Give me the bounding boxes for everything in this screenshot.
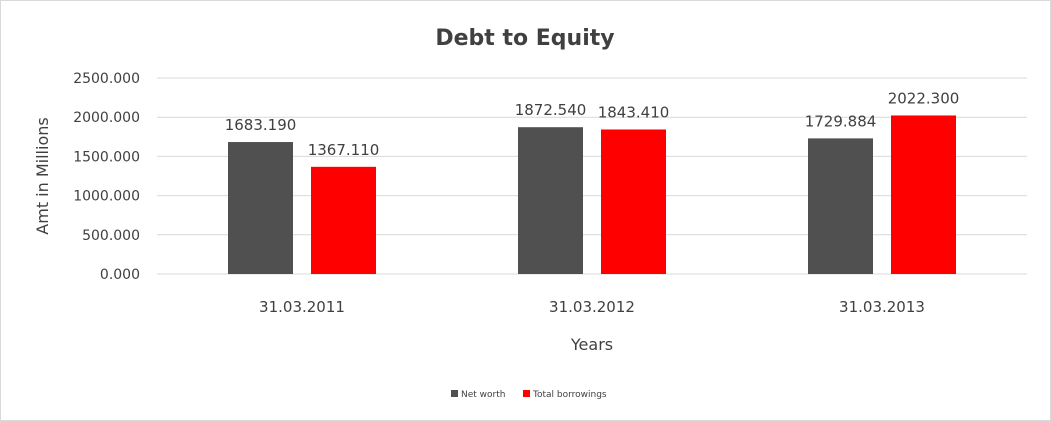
y-tick-label: 500.000 [82,228,140,244]
data-label: 1872.540 [515,101,587,119]
bar-total-borrowings [311,166,376,274]
bar-net-worth [228,142,293,274]
y-tick-label: 1000.000 [73,189,140,205]
data-label: 2022.300 [888,89,960,107]
y-axis-ticks: 0.000 500.000 1000.000 1500.000 2000.000 2500… [73,71,140,283]
bar-net-worth [518,127,583,274]
gridlines [157,77,1027,275]
x-tick-label: 31.03.2011 [259,298,345,316]
legend-label: Net worth [461,390,505,400]
legend-swatch [451,390,458,397]
x-tick-label: 31.03.2013 [839,298,925,316]
bars [228,115,956,274]
x-tick-label: 31.03.2012 [549,298,635,316]
data-label: 1683.190 [225,116,297,134]
data-label: 1367.110 [308,141,380,159]
x-axis-ticks: 31.03.2011 31.03.2012 31.03.2013 [259,298,925,316]
data-label: 1729.884 [805,112,877,130]
bar-net-worth [808,138,873,274]
y-tick-label: 2500.000 [73,71,140,87]
bar-total-borrowings [601,129,666,274]
legend-swatch [523,390,530,397]
x-axis-label: Years [570,335,613,354]
legend: Net worth Total borrowings [451,390,607,400]
bar-total-borrowings [891,115,956,274]
y-tick-label: 0.000 [100,267,140,283]
legend-label: Total borrowings [532,390,607,400]
y-tick-label: 1500.000 [73,149,140,165]
chart-title: Debt to Equity [435,26,614,51]
data-labels: 1683.190 1367.110 1872.540 1843.410 1729.884… [225,89,960,158]
data-label: 1843.410 [598,103,670,121]
y-axis-label: Amt in Millions [33,117,52,234]
y-tick-label: 2000.000 [73,110,140,126]
